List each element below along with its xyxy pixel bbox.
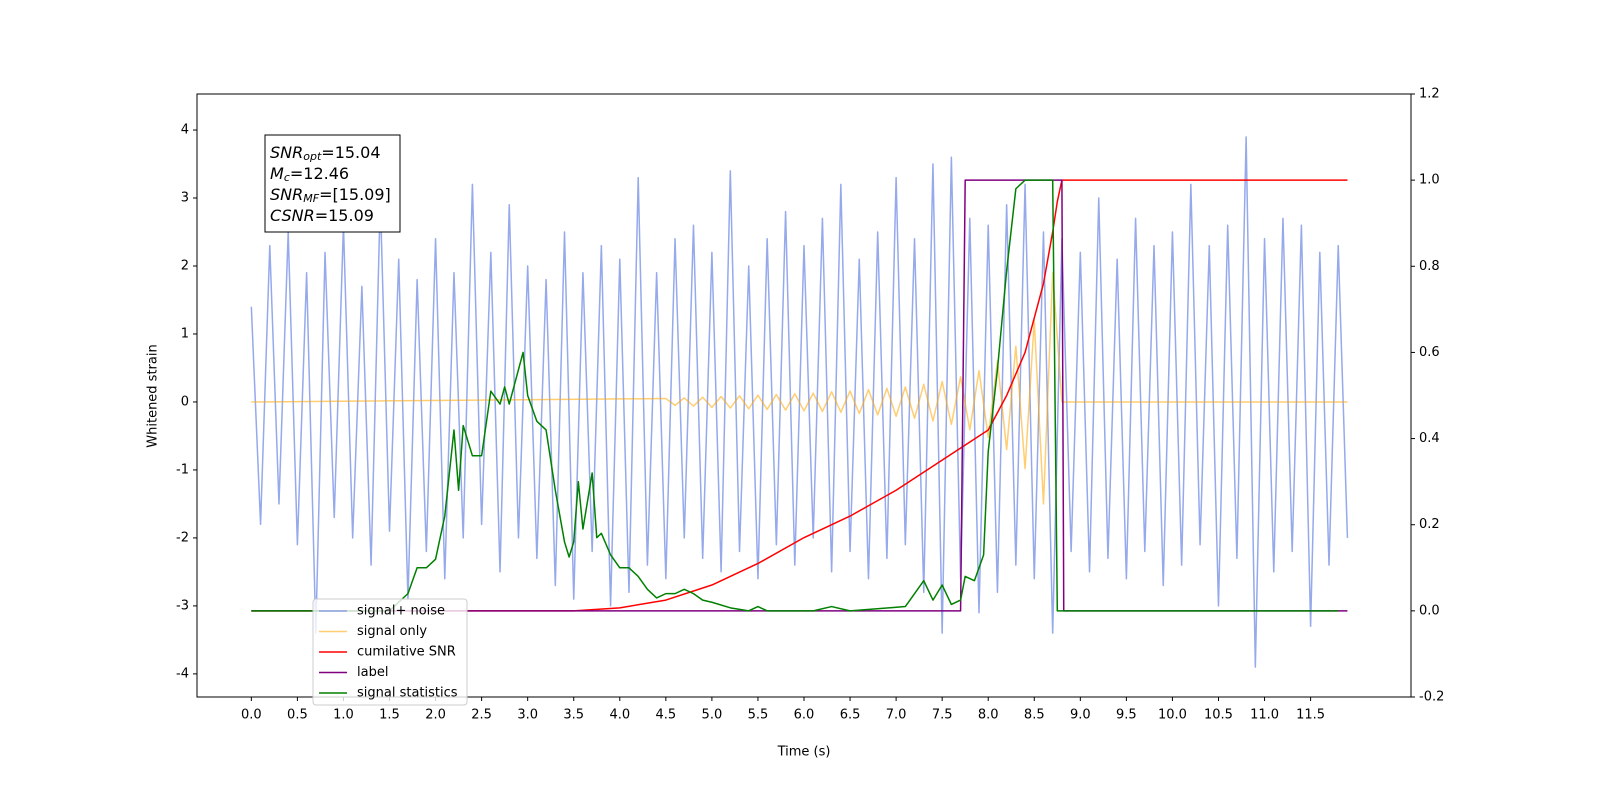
y-tick-label: 1	[181, 326, 189, 341]
annotation-box	[264, 134, 401, 233]
y2-tick-label: -0.2	[1419, 690, 1444, 705]
x-tick-label: 1.5	[379, 708, 400, 723]
legend-label: cumilative SNR	[357, 645, 456, 660]
x-tick-label: 2.5	[471, 708, 492, 723]
x-tick-label: 1.0	[333, 708, 354, 723]
annotation-symbol: SNR	[270, 143, 303, 162]
x-tick-label: 10.5	[1204, 708, 1233, 723]
x-tick-label: 9.0	[1070, 708, 1091, 723]
annotation-value: =15.09	[315, 206, 374, 225]
x-tick-label: 9.5	[1116, 708, 1137, 723]
y2-tick-label: 0.4	[1419, 431, 1440, 446]
x-tick-label: 5.5	[748, 708, 769, 723]
series-line	[250, 136, 1349, 668]
x-tick-label: 4.5	[655, 708, 676, 723]
annotation: SNRopt=15.04Mc=12.46SNRMF=[15.09]CSNR=15…	[264, 134, 401, 233]
series-line	[251, 179, 1339, 612]
x-tick-label: 6.0	[794, 708, 815, 723]
x-tick-label: 5.0	[702, 708, 723, 723]
annotation-value: =15.04	[321, 143, 380, 162]
annotation-line: Mc=12.46	[270, 164, 349, 185]
x-tick-label: 3.5	[563, 708, 584, 723]
y2-tick-label: 0.8	[1419, 259, 1440, 274]
x-tick-label: 7.5	[932, 708, 953, 723]
y-tick-label: -4	[176, 666, 189, 681]
x-tick-label: 0.5	[287, 708, 308, 723]
y2-tick-label: 0.6	[1419, 345, 1440, 360]
legend-label: signal statistics	[357, 686, 458, 701]
plot-area	[250, 136, 1349, 668]
x-tick-label: 11.5	[1296, 708, 1325, 723]
x-tick-label: 8.0	[978, 708, 999, 723]
annotation-line: SNRopt=15.04	[270, 143, 381, 164]
annotation-value: =12.46	[290, 164, 349, 183]
x-tick-label: 2.0	[425, 708, 446, 723]
x-tick-label: 3.0	[517, 708, 538, 723]
x-tick-label: 7.0	[886, 708, 907, 723]
x-tick-label: 8.5	[1024, 708, 1045, 723]
legend-label: signal only	[357, 624, 427, 639]
legend-label: signal+ noise	[357, 604, 445, 619]
x-tick-label: 11.0	[1250, 708, 1279, 723]
x-tick-label: 6.5	[840, 708, 861, 723]
y-axis-label: Whitened strain	[146, 344, 161, 447]
y-tick-label: -3	[176, 598, 189, 613]
annotation-line: SNRMF=[15.09]	[270, 185, 391, 206]
y2-tick-label: 1.2	[1419, 87, 1440, 102]
y-tick-label: 3	[181, 191, 189, 206]
y-tick-label: -1	[176, 462, 189, 477]
annotation-symbol: CSNR	[270, 206, 315, 225]
annotation-line: CSNR=15.09	[270, 206, 374, 225]
annotation-symbol: M	[270, 164, 284, 183]
legend-box	[312, 598, 468, 706]
y2-tick-label: 0.0	[1419, 603, 1440, 618]
legend-label: label	[357, 665, 388, 680]
y-tick-label: 0	[181, 394, 189, 409]
annotation-symbol: SNR	[270, 185, 303, 204]
y-tick-label: 4	[181, 123, 189, 138]
annotation-value: =[15.09]	[319, 185, 391, 204]
annotation-subscript: MF	[303, 192, 319, 205]
x-axis-label: Time (s)	[777, 745, 831, 760]
legend: signal+ noise signal only cumilative SNR la…	[312, 598, 468, 706]
x-tick-label: 10.0	[1158, 708, 1187, 723]
y2-tick-label: 0.2	[1419, 517, 1440, 532]
y-tick-label: 2	[181, 258, 189, 273]
annotation-subscript: c	[284, 171, 290, 184]
x-tick-label: 4.0	[609, 708, 630, 723]
y-tick-label: -2	[176, 530, 189, 545]
annotation-subscript: opt	[303, 150, 322, 163]
x-tick-label: 0.0	[241, 708, 262, 723]
y2-tick-label: 1.0	[1419, 173, 1440, 188]
